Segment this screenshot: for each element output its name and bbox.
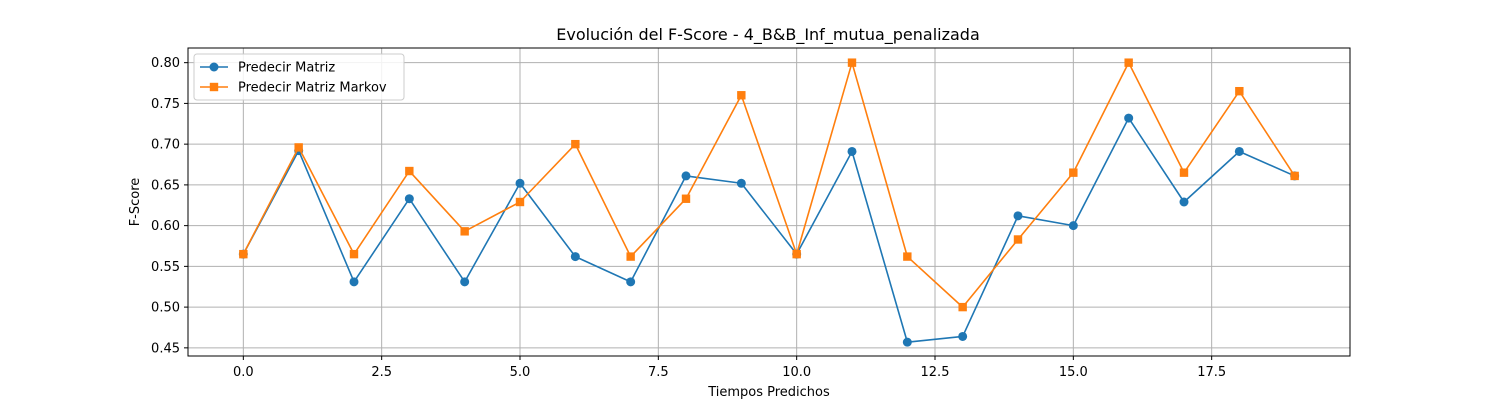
legend-item: Predecir Matriz Markov <box>200 81 387 96</box>
data-point <box>1234 146 1244 156</box>
x-tick-label: 12.5 <box>921 365 950 380</box>
x-tick-label: 2.5 <box>371 365 392 380</box>
chart-title: Evolución del F-Score - 4_B&B_Inf_mutua_… <box>556 25 980 45</box>
data-point <box>792 249 801 259</box>
data-point <box>903 252 912 261</box>
data-point <box>1013 235 1023 244</box>
data-point <box>1013 211 1023 221</box>
x-tick-label: 15.0 <box>1059 365 1088 380</box>
series-2 <box>239 58 1299 312</box>
data-point <box>958 331 968 341</box>
axis-ticks: 0.0 2.5 5.0 7.5 10.0 12.5 15.0 17.5 0.45 0.50 0.55… <box>151 56 1226 380</box>
data-point <box>294 143 303 152</box>
grid <box>188 48 1350 356</box>
series-1 <box>238 113 1300 347</box>
data-point <box>681 194 691 203</box>
data-point <box>681 171 691 181</box>
data-point <box>958 302 967 312</box>
data-point <box>349 277 359 287</box>
x-tick-label: 7.5 <box>648 365 669 380</box>
legend: Predecir Matriz Predecir Matriz Markov <box>193 53 405 101</box>
data-point <box>515 178 525 188</box>
data-point <box>239 249 248 259</box>
legend-marker <box>209 62 219 72</box>
plot-series <box>238 58 1300 347</box>
y-tick-label: 0.55 <box>151 260 180 275</box>
x-tick-label: 5.0 <box>510 365 531 380</box>
data-point <box>902 337 912 347</box>
data-point <box>515 197 525 207</box>
y-tick-label: 0.80 <box>151 56 180 71</box>
data-point <box>1235 86 1244 96</box>
series-line <box>242 117 1295 343</box>
data-point <box>1179 168 1189 177</box>
legend-item: Predecir Matriz <box>200 61 335 76</box>
x-tick-label: 10.0 <box>782 365 811 380</box>
x-tick-label: 17.5 <box>1197 365 1226 380</box>
data-point <box>404 194 414 204</box>
y-tick-label: 0.70 <box>151 138 180 153</box>
data-point <box>1179 197 1189 207</box>
x-axis-label: Tiempos Predichos <box>707 385 830 400</box>
x-tick-label: 0.0 <box>233 365 254 380</box>
legend-marker <box>209 82 219 92</box>
data-point <box>1069 168 1078 177</box>
plot-frame <box>187 47 1351 357</box>
data-point <box>626 252 635 261</box>
data-point <box>1124 113 1134 123</box>
data-point <box>847 146 857 156</box>
data-point <box>571 139 580 149</box>
y-tick-label: 0.60 <box>151 219 180 234</box>
data-point <box>570 252 580 262</box>
y-tick-label: 0.50 <box>151 301 180 316</box>
data-point <box>460 277 470 287</box>
y-tick-label: 0.45 <box>151 341 180 356</box>
data-point <box>349 249 359 259</box>
data-point <box>626 277 636 287</box>
series-line <box>242 61 1296 308</box>
data-point <box>736 178 746 188</box>
y-tick-label: 0.65 <box>151 178 180 193</box>
legend-label: Predecir Matriz <box>238 61 335 76</box>
y-axis-label: F-Score <box>128 178 143 227</box>
data-point <box>460 227 469 236</box>
data-point <box>1290 171 1299 181</box>
data-point <box>405 166 414 176</box>
data-point <box>737 91 746 100</box>
legend-label: Predecir Matriz Markov <box>238 81 387 96</box>
data-point <box>847 58 857 67</box>
data-point <box>1068 221 1078 231</box>
legend-box <box>193 53 405 101</box>
data-point <box>1124 58 1133 67</box>
y-tick-label: 0.75 <box>151 97 180 112</box>
